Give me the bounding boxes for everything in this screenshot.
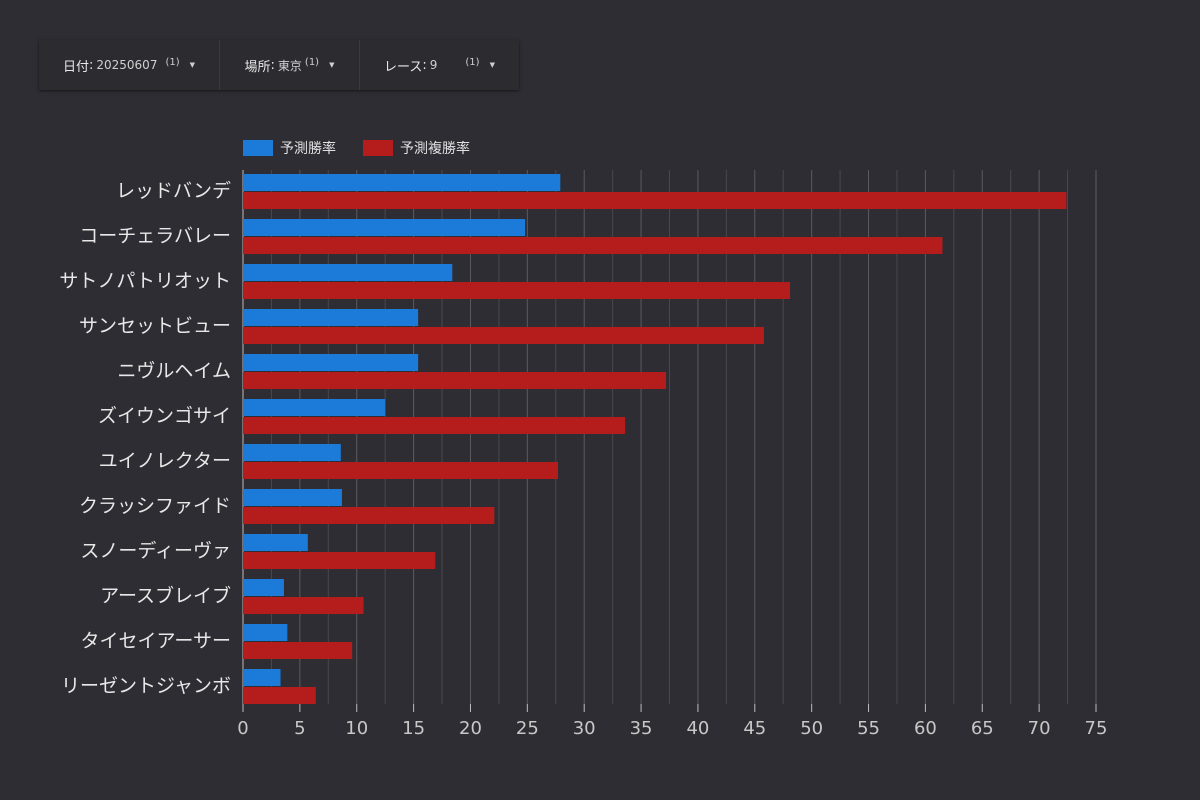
x-tick-label: 65 [971,718,994,739]
legend-swatch-1 [363,140,393,156]
x-tick-label: 10 [345,718,368,739]
race-filter[interactable]: レース: 9 (1) ▼ [360,40,519,90]
place-rate-bar [243,552,436,569]
x-tick-label: 55 [857,718,880,739]
category-label: ユイノレクター [99,450,231,472]
place-rate-bar [243,417,626,434]
win-rate-bar [243,624,288,641]
x-tick-label: 70 [1028,718,1051,739]
category-label: サトノパトリオット [59,270,231,292]
win-rate-bar [243,489,342,506]
category-label: レッドバンデ [116,180,231,202]
chart-bars [243,174,1067,704]
category-label: ズイウンゴサイ [98,405,231,427]
y-axis-labels: レッドバンデコーチェラバレーサトノパトリオットサンセットビューニヴルヘイムズイウ… [59,180,231,697]
date-filter-value: 20250607 [96,58,158,72]
place-rate-bar [243,372,667,389]
x-tick-label: 0 [237,718,248,739]
place-rate-bar [243,282,791,299]
category-label: スノーディーヴァ [80,540,231,562]
place-rate-bar [243,597,364,614]
category-label: タイセイアーサー [81,630,231,652]
win-rate-bar [243,669,281,686]
race-filter-value: 9 [429,58,438,72]
category-label: ニヴルヘイム [117,360,231,382]
chart-legend: 予測勝率 予測複勝率 [243,140,470,157]
category-label: サンセットビュー [79,315,231,337]
win-rate-bar [243,264,453,281]
win-rate-bar [243,534,308,551]
venue-filter-value: 東京 [277,58,302,73]
win-rate-bar [243,444,341,461]
place-rate-bar [243,507,495,524]
chevron-down-icon: ▼ [189,61,196,69]
venue-filter[interactable]: 場所: 東京 (1) ▼ [220,40,360,90]
legend-swatch-0 [243,140,273,156]
date-filter[interactable]: 日付: 20250607 (1) ▼ [39,40,220,90]
win-rate-bar [243,579,284,596]
category-label: コーチェラバレー [79,225,231,247]
win-rate-bar [243,399,386,416]
chevron-down-icon: ▼ [329,61,335,69]
filter-bar: 日付: 20250607 (1) ▼ 場所: 東京 (1) ▼ レース: 9 (… [39,40,519,90]
place-rate-bar [243,642,353,659]
category-label: アースブレイブ [100,584,231,607]
chart-grid [242,170,1097,712]
venue-filter-count: (1) [304,56,320,68]
win-rate-bar [243,354,419,371]
x-tick-label: 50 [800,718,823,739]
place-rate-bar [243,462,559,479]
win-rate-bar [243,219,526,236]
venue-filter-label: 場所 [244,59,271,75]
x-tick-label: 30 [573,718,596,739]
race-filter-label: レース [384,59,423,75]
race-filter-count: (1) [465,56,480,68]
win-rate-bar [243,174,561,191]
date-filter-label: 日付 [62,59,89,75]
place-rate-bar [243,687,316,704]
x-tick-label: 60 [914,718,937,739]
place-rate-bar [243,192,1067,209]
place-rate-bar [243,237,943,254]
category-label: クラッシファイド [79,495,231,517]
legend-label-0: 予測勝率 [280,140,336,157]
win-rate-bar [243,309,419,326]
category-label: リーゼントジャンボ [61,675,231,697]
x-tick-label: 20 [459,718,482,739]
x-tick-label: 35 [630,718,653,739]
chevron-down-icon: ▼ [489,61,495,69]
x-axis-ticks: 0 5 10 15 20 25 30 35 40 45 50 55 60 65 70 75 [237,704,1107,739]
x-tick-label: 40 [686,718,709,739]
x-tick-label: 45 [743,718,766,739]
date-filter-count: (1) [165,56,180,68]
x-tick-label: 75 [1085,718,1108,739]
x-tick-label: 15 [402,718,425,739]
x-tick-label: 5 [294,718,305,739]
x-tick-label: 25 [516,718,539,739]
legend-label-1: 予測複勝率 [400,140,470,157]
place-rate-bar [243,327,764,344]
